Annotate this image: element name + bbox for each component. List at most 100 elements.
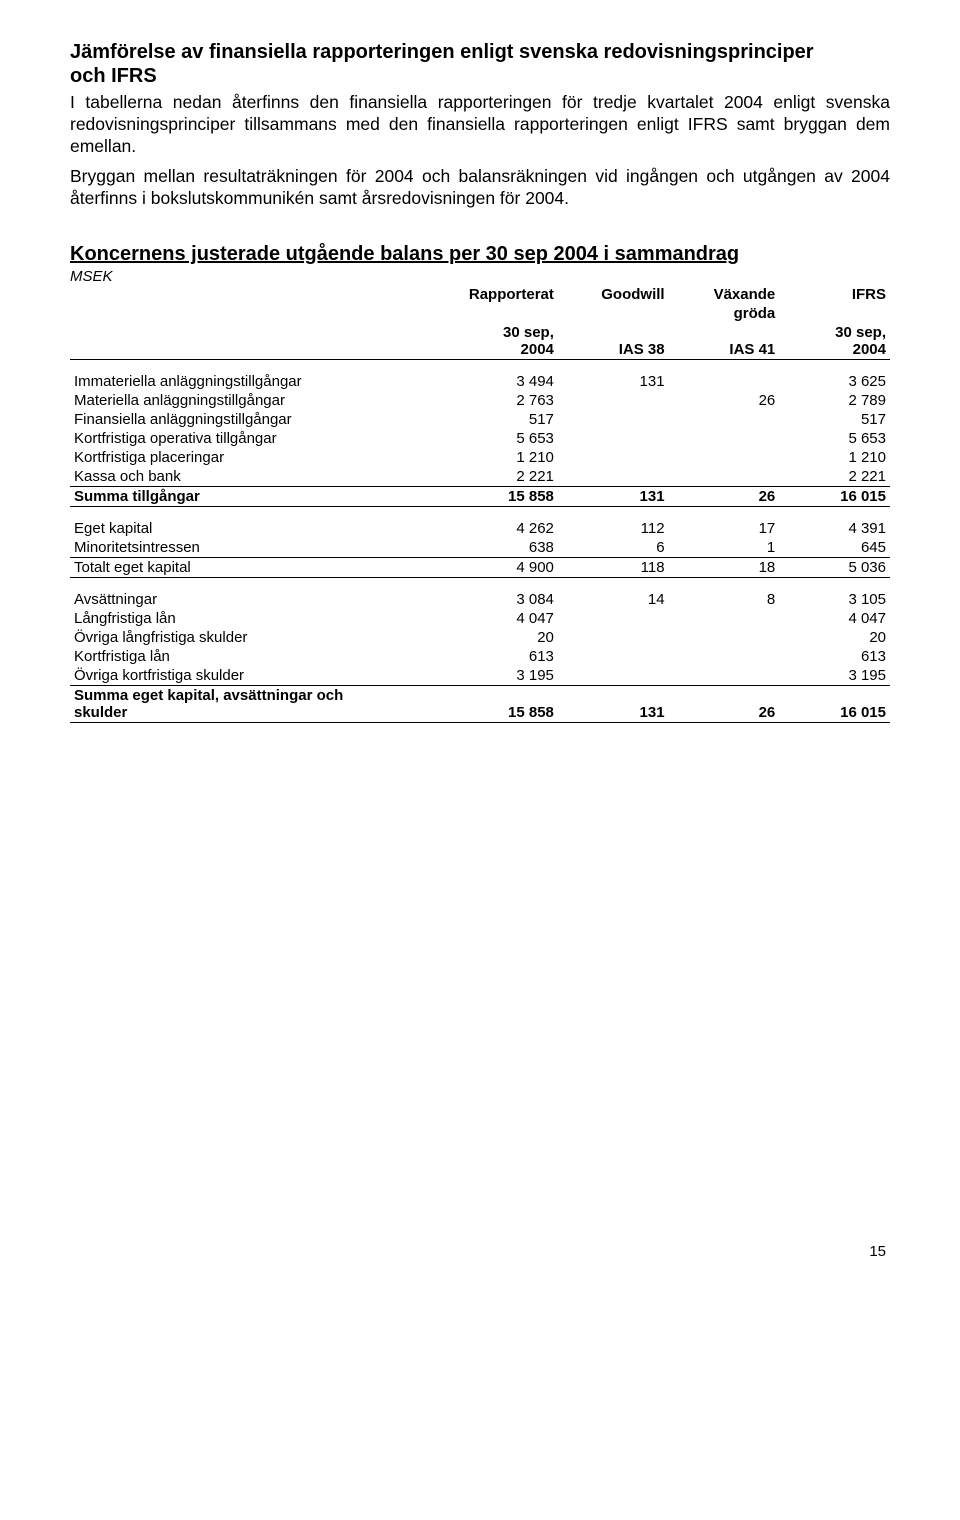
- row-label: Summa tillgångar: [70, 487, 447, 507]
- cell: [669, 628, 780, 647]
- cell: 131: [558, 686, 669, 723]
- cell: 15 858: [447, 487, 558, 507]
- cell: 6: [558, 538, 669, 558]
- cell: [669, 647, 780, 666]
- row-label: Avsättningar: [70, 590, 447, 609]
- col-ias41: IAS 41: [669, 323, 780, 360]
- col-30sep-right: 30 sep,2004: [779, 323, 890, 360]
- table-row: Kortfristiga placeringar 1 210 1 210: [70, 448, 890, 467]
- cell: 4 262: [447, 519, 558, 538]
- cell: 4 047: [447, 609, 558, 628]
- cell: 20: [447, 628, 558, 647]
- row-label: Övriga kortfristiga skulder: [70, 666, 447, 686]
- cell: [558, 609, 669, 628]
- cell: 17: [669, 519, 780, 538]
- cell: 14: [558, 590, 669, 609]
- cell: 2 221: [779, 467, 890, 487]
- balance-table: Rapporterat Goodwill Växande IFRS gröda …: [70, 285, 890, 723]
- table-header: Rapporterat Goodwill Växande IFRS gröda …: [70, 285, 890, 360]
- cell: [558, 391, 669, 410]
- cell: 16 015: [779, 487, 890, 507]
- cell: 3 195: [447, 666, 558, 686]
- cell: 3 105: [779, 590, 890, 609]
- cell: [558, 410, 669, 429]
- table-total-row: Summa eget kapital, avsättningar ochskul…: [70, 686, 890, 723]
- table-row: Materiella anläggningstillgångar 2 763 2…: [70, 391, 890, 410]
- cell: 4 391: [779, 519, 890, 538]
- cell: 3 494: [447, 372, 558, 391]
- cell: 3 084: [447, 590, 558, 609]
- cell: 5 036: [779, 558, 890, 578]
- cell: 3 625: [779, 372, 890, 391]
- row-label: Långfristiga lån: [70, 609, 447, 628]
- cell: [669, 410, 780, 429]
- col-vaxande: Växande: [669, 285, 780, 304]
- cell: 26: [669, 391, 780, 410]
- col-ias38: IAS 38: [558, 323, 669, 360]
- row-label: Eget kapital: [70, 519, 447, 538]
- table-row: Finansiella anläggningstillgångar 517 51…: [70, 410, 890, 429]
- cell: [558, 448, 669, 467]
- cell: 5 653: [779, 429, 890, 448]
- cell: 3 195: [779, 666, 890, 686]
- cell: [558, 429, 669, 448]
- cell: 131: [558, 372, 669, 391]
- row-label: Immateriella anläggningstillgångar: [70, 372, 447, 391]
- cell: 1 210: [447, 448, 558, 467]
- body-paragraph-2: Bryggan mellan resultaträkningen för 200…: [70, 166, 890, 210]
- cell: 15 858: [447, 686, 558, 723]
- cell: [558, 666, 669, 686]
- col-goodwill: Goodwill: [558, 285, 669, 304]
- table-subtotal-row: Totalt eget kapital 4 900 118 18 5 036: [70, 558, 890, 578]
- table-unit: MSEK: [70, 268, 890, 285]
- row-label: Kassa och bank: [70, 467, 447, 487]
- row-label: Totalt eget kapital: [70, 558, 447, 578]
- table-row: Kortfristiga lån 613 613: [70, 647, 890, 666]
- col-30sep-left: 30 sep,2004: [447, 323, 558, 360]
- row-label: Materiella anläggningstillgångar: [70, 391, 447, 410]
- cell: 4 047: [779, 609, 890, 628]
- col-groda: gröda: [669, 304, 780, 323]
- table-row: Eget kapital 4 262 112 17 4 391: [70, 519, 890, 538]
- row-label: Kortfristiga operativa tillgångar: [70, 429, 447, 448]
- table-row: Immateriella anläggningstillgångar 3 494…: [70, 372, 890, 391]
- cell: 112: [558, 519, 669, 538]
- cell: 517: [779, 410, 890, 429]
- cell: 26: [669, 686, 780, 723]
- row-label: Kortfristiga placeringar: [70, 448, 447, 467]
- page: Jämförelse av finansiella rapporteringen…: [0, 0, 960, 1280]
- cell: 20: [779, 628, 890, 647]
- page-number: 15: [70, 1243, 890, 1260]
- cell: [669, 429, 780, 448]
- cell: 1 210: [779, 448, 890, 467]
- cell: 2 789: [779, 391, 890, 410]
- cell: 8: [669, 590, 780, 609]
- section-title-line2: och IFRS: [70, 65, 157, 87]
- cell: 613: [447, 647, 558, 666]
- row-label: Övriga långfristiga skulder: [70, 628, 447, 647]
- table-row: Övriga kortfristiga skulder 3 195 3 195: [70, 666, 890, 686]
- cell: 4 900: [447, 558, 558, 578]
- cell: 645: [779, 538, 890, 558]
- table-row: Avsättningar 3 084 14 8 3 105: [70, 590, 890, 609]
- cell: 638: [447, 538, 558, 558]
- cell: 517: [447, 410, 558, 429]
- table-total-row: Summa tillgångar 15 858 131 26 16 015: [70, 487, 890, 507]
- col-ifrs: IFRS: [779, 285, 890, 304]
- table-row: Långfristiga lån 4 047 4 047: [70, 609, 890, 628]
- table-row: Kortfristiga operativa tillgångar 5 653 …: [70, 429, 890, 448]
- cell: 118: [558, 558, 669, 578]
- cell: [558, 647, 669, 666]
- row-label: Minoritetsintressen: [70, 538, 447, 558]
- cell: 18: [669, 558, 780, 578]
- cell: [669, 609, 780, 628]
- cell: 26: [669, 487, 780, 507]
- col-rapporterat: Rapporterat: [447, 285, 558, 304]
- cell: 613: [779, 647, 890, 666]
- cell: 2 763: [447, 391, 558, 410]
- body-paragraph-1: I tabellerna nedan återfinns den finansi…: [70, 92, 890, 158]
- table-row: Övriga långfristiga skulder 20 20: [70, 628, 890, 647]
- row-label: Finansiella anläggningstillgångar: [70, 410, 447, 429]
- section-title: Jämförelse av finansiella rapporteringen…: [70, 40, 890, 88]
- cell: 131: [558, 487, 669, 507]
